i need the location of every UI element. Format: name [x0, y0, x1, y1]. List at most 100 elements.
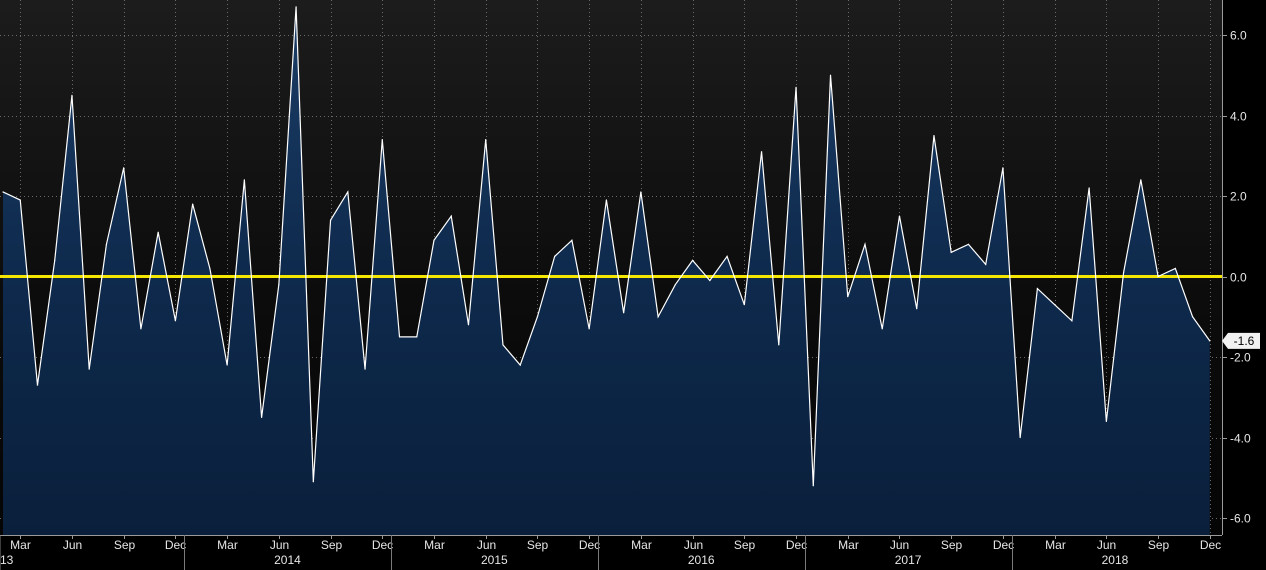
data-point	[329, 219, 332, 221]
x-tick-label: Dec	[993, 538, 1014, 552]
last-value-label: -1.6	[1222, 332, 1260, 349]
data-point	[1105, 420, 1107, 422]
data-point	[536, 316, 539, 318]
y-tick-label: 2.0	[1230, 190, 1247, 204]
x-tick-label: Jun	[684, 538, 703, 552]
data-point	[554, 255, 556, 257]
data-point	[881, 328, 883, 330]
x-axis: Mar Jun Sep Dec Mar Jun Sep Dec Mar Jun Sep Dec Mar J…	[0, 535, 1221, 570]
data-point	[450, 215, 452, 217]
y-tick-label: -2.0	[1230, 351, 1251, 365]
data-point	[278, 283, 280, 286]
data-point	[54, 259, 56, 261]
x-tick-label: Mar	[424, 538, 445, 552]
data-point	[485, 139, 487, 141]
x-tick-label: Mar	[10, 538, 31, 552]
y-tick-label: 4.0	[1230, 110, 1247, 124]
data-point	[1123, 271, 1125, 274]
data-point	[467, 324, 470, 326]
data-point	[1157, 275, 1159, 278]
x-tick-label: Jun	[477, 538, 496, 552]
x-tick-label: Sep	[321, 538, 343, 552]
area-layer	[3, 6, 1210, 535]
data-point	[916, 308, 918, 310]
data-point	[174, 320, 176, 322]
data-point	[140, 328, 142, 330]
data-point	[19, 199, 21, 201]
data-point	[123, 167, 125, 169]
year-label: 2016	[688, 553, 715, 567]
x-tick-label: Mar	[217, 538, 238, 552]
data-point	[433, 239, 435, 241]
line-layer	[2, 6, 1211, 487]
y-tick-label: -4.0	[1230, 432, 1251, 446]
data-point	[623, 312, 625, 314]
data-point	[588, 328, 590, 330]
data-point	[847, 296, 849, 298]
data-point	[950, 251, 952, 253]
data-point	[1002, 167, 1004, 169]
data-point	[88, 368, 90, 370]
x-tick-label: Mar	[631, 538, 652, 552]
data-point	[1054, 304, 1056, 306]
x-tick-label: Jun	[270, 538, 289, 552]
x-tick-label: Sep	[941, 538, 963, 552]
x-tick-label: Dec	[1200, 538, 1221, 552]
data-point	[829, 74, 832, 76]
x-tick-label: Dec	[579, 538, 600, 552]
data-point	[760, 151, 763, 153]
year-label: 2018	[1102, 553, 1129, 567]
data-point	[605, 199, 608, 201]
x-tick-label: Dec	[165, 538, 186, 552]
data-point	[933, 135, 935, 137]
data-point	[1191, 316, 1194, 318]
data-point	[243, 179, 245, 181]
data-point	[192, 203, 194, 205]
data-point	[105, 243, 108, 245]
data-point	[726, 255, 728, 257]
data-point	[347, 191, 349, 193]
data-point	[1019, 436, 1021, 439]
data-point	[692, 259, 694, 261]
x-tick-label: Dec	[372, 538, 393, 552]
y-axis: 6.0 4.0 2.0 0.0 -2.0 -4.0 -6.0	[1222, 29, 1251, 526]
y-tick-label: 0.0	[1230, 271, 1247, 285]
data-point	[157, 231, 159, 233]
year-label: 2013	[0, 553, 14, 567]
data-point	[1209, 340, 1211, 342]
data-point	[226, 364, 228, 366]
last-value-text: -1.6	[1234, 334, 1255, 348]
data-point	[985, 263, 987, 266]
data-point	[1140, 179, 1142, 181]
data-point	[640, 191, 642, 193]
series-area	[3, 6, 1210, 535]
x-tick-label: Mar	[1045, 538, 1066, 552]
data-point	[312, 481, 314, 483]
x-tick-label: Sep	[114, 538, 136, 552]
data-point	[261, 416, 263, 418]
data-point	[209, 267, 211, 270]
data-point	[864, 243, 866, 245]
data-point	[743, 304, 745, 306]
data-point	[519, 364, 521, 366]
data-point	[1036, 287, 1038, 290]
x-tick-label: Jun	[1097, 538, 1116, 552]
data-point	[36, 384, 39, 386]
x-tick-label: Sep	[734, 538, 756, 552]
data-point	[381, 139, 383, 141]
data-point	[967, 243, 970, 245]
data-point	[71, 94, 73, 96]
x-tick-label: Jun	[890, 538, 909, 552]
data-point	[1088, 187, 1090, 189]
data-point	[657, 316, 659, 318]
year-label: 2017	[895, 553, 922, 567]
x-tick-label: Jun	[63, 538, 82, 552]
data-point	[778, 344, 780, 346]
data-point	[709, 279, 711, 282]
data-point	[795, 86, 797, 88]
data-point	[502, 344, 504, 346]
data-point	[812, 485, 814, 487]
data-point	[1071, 320, 1073, 322]
y-tick-label: 6.0	[1230, 29, 1247, 43]
